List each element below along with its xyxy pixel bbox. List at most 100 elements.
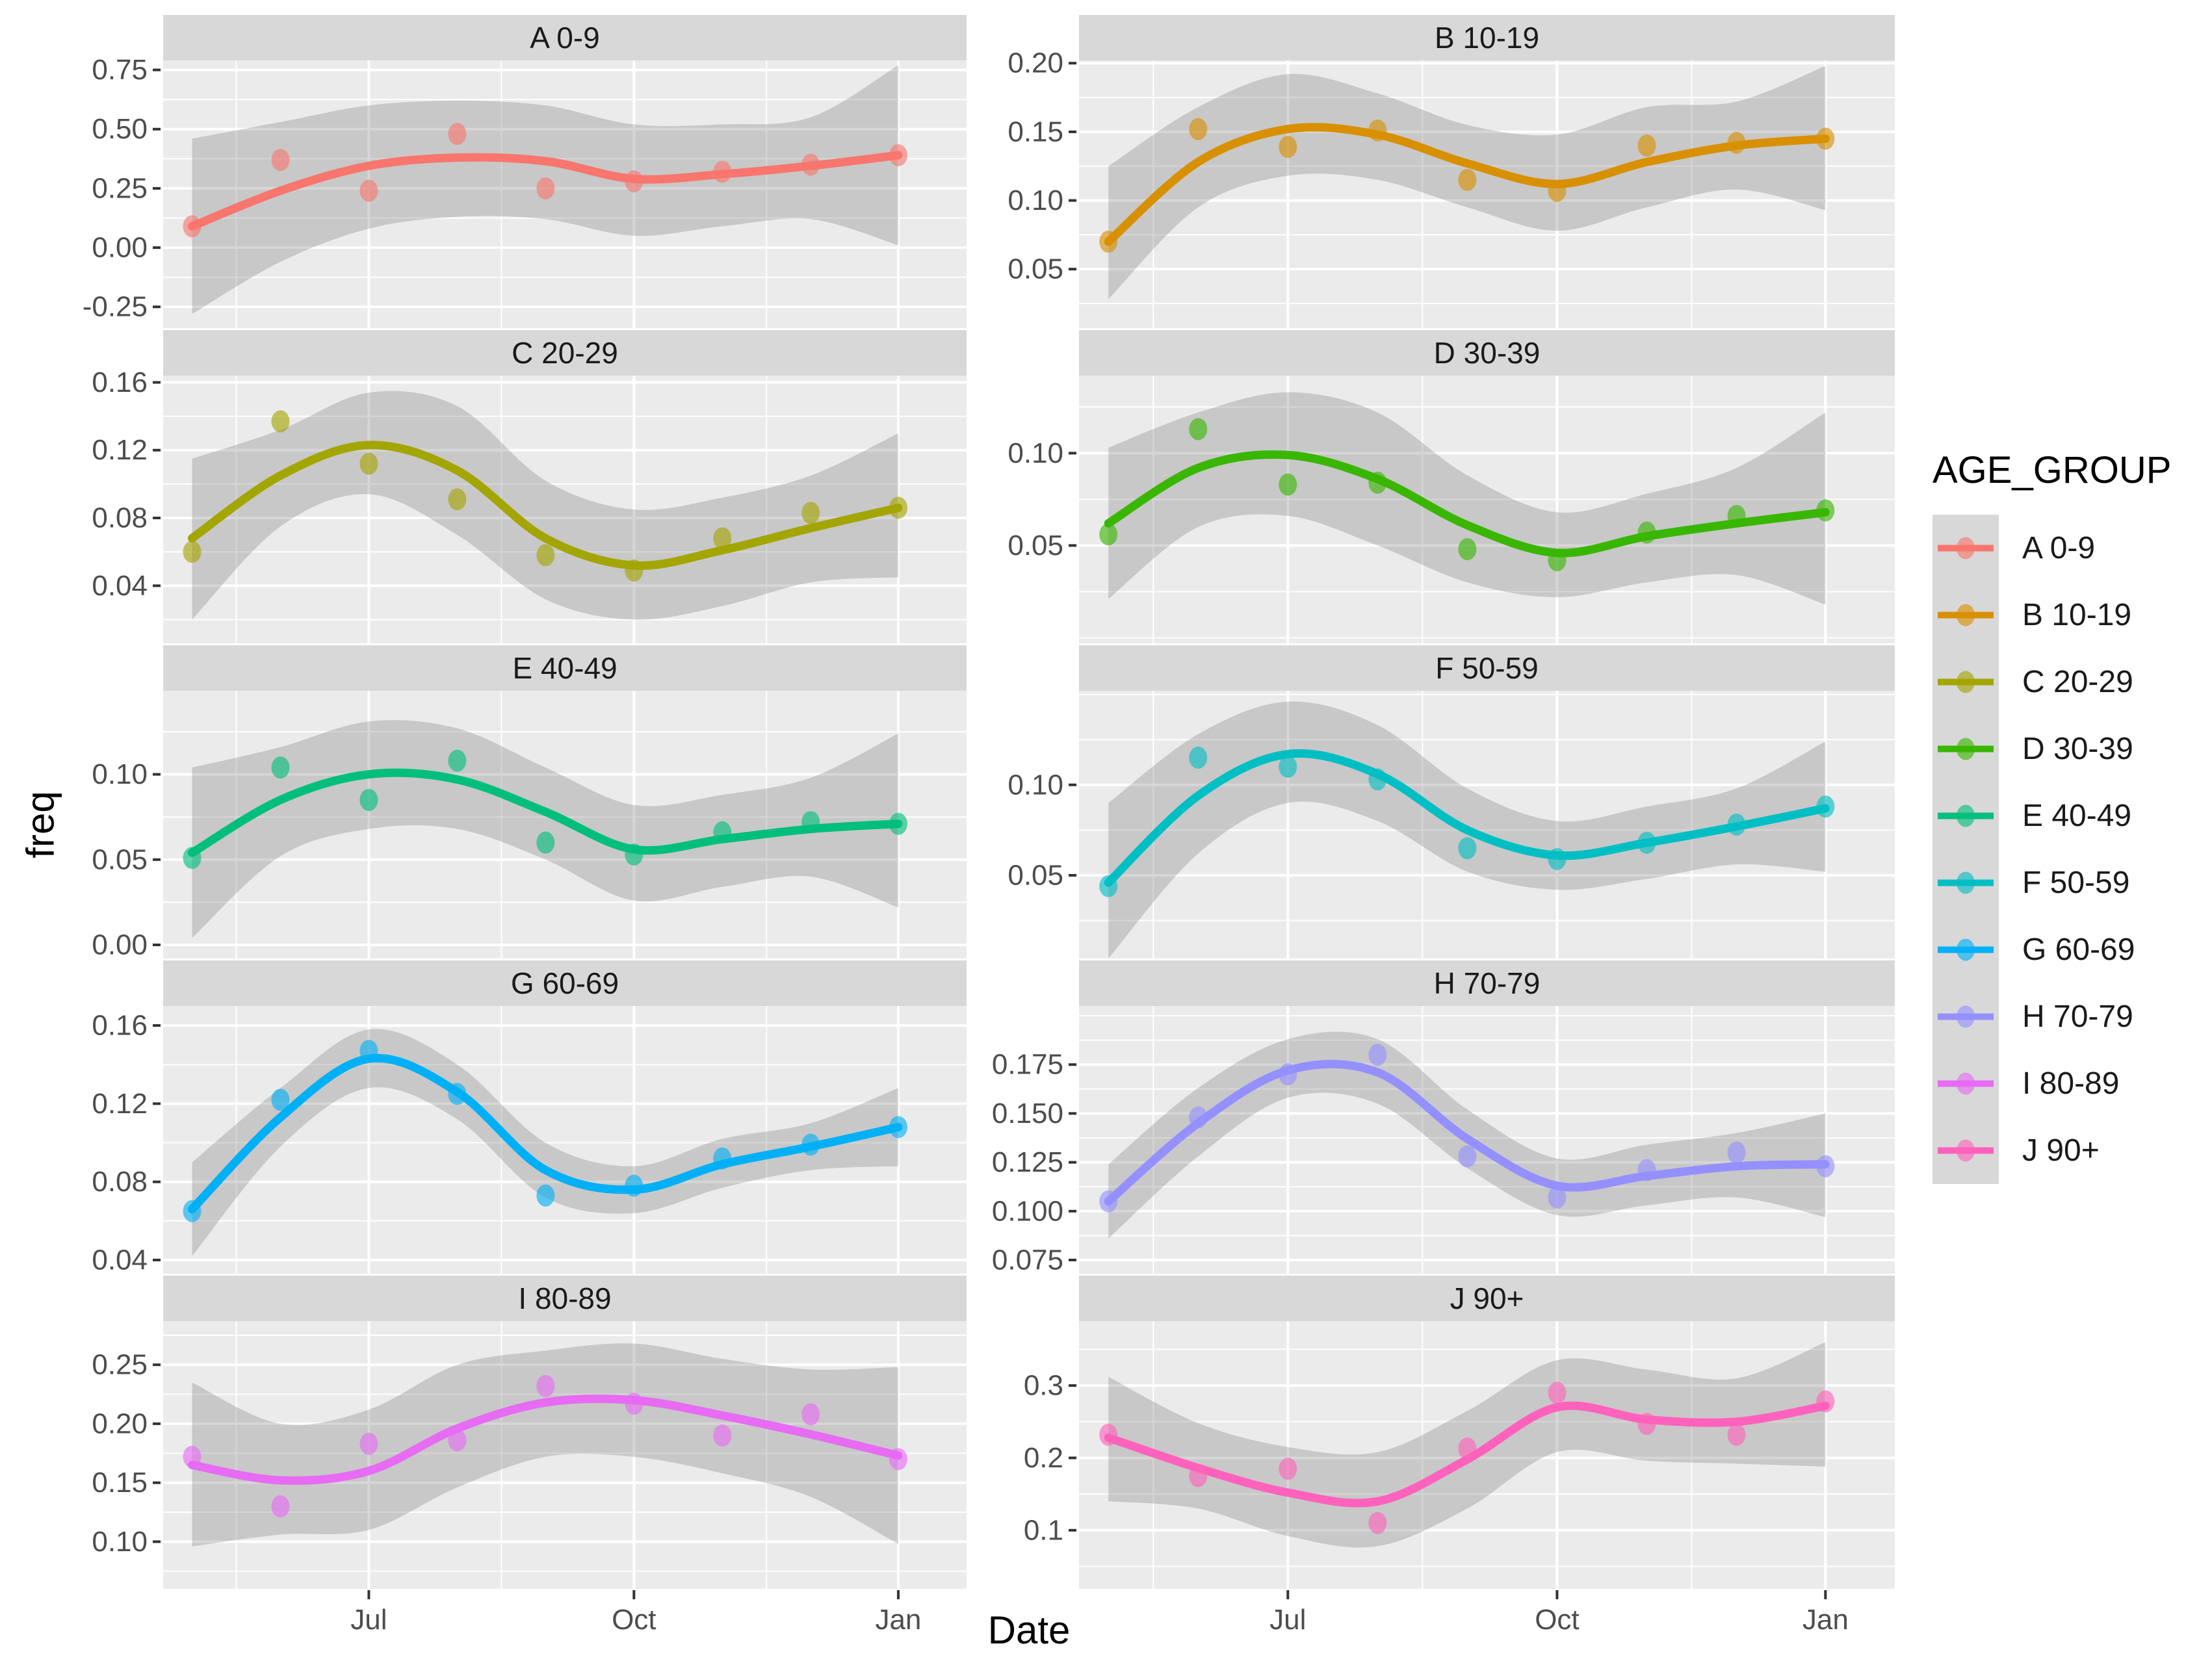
data-point xyxy=(1548,179,1567,202)
y-tick-label: 0.2 xyxy=(1024,1442,1063,1474)
trend-line xyxy=(1104,749,1830,887)
facet-title: B 10-19 xyxy=(1435,21,1539,55)
x-tick-label: Jul xyxy=(1269,1604,1306,1636)
data-point xyxy=(713,527,732,550)
facet-title: H 70-79 xyxy=(1434,966,1541,1000)
trend-line xyxy=(1104,123,1830,246)
legend-item: H 70-79 xyxy=(1932,983,2212,1050)
data-point xyxy=(359,1040,378,1062)
data-point xyxy=(801,502,820,524)
y-tick-label: 0.50 xyxy=(92,113,148,145)
data-point xyxy=(1458,1145,1477,1168)
data-point xyxy=(889,1116,907,1139)
data-point xyxy=(536,1184,555,1207)
trend-line xyxy=(188,1394,903,1485)
data-point xyxy=(801,811,820,834)
y-tick-label: 0.10 xyxy=(92,758,148,790)
y-tick-label: 0.75 xyxy=(92,54,148,86)
legend-key-swatch xyxy=(1932,582,1999,649)
data-point xyxy=(1816,1155,1835,1178)
data-point xyxy=(1637,1413,1656,1436)
y-tick-label: 0.175 xyxy=(992,1049,1063,1081)
facet-E-40-49: 0.10 0.05 0.00 E 40-49 xyxy=(92,645,967,961)
data-point xyxy=(536,544,555,567)
data-point xyxy=(1816,1390,1835,1413)
y-tick-label: 0.25 xyxy=(92,172,148,204)
data-point xyxy=(183,215,202,238)
legend-item: C 20-29 xyxy=(1932,649,2212,715)
y-tick-label: 0.1 xyxy=(1024,1514,1063,1546)
facet-I-80-89: 0.25 0.20 0.15 0.10 I 80-89 Jul Oct Jan xyxy=(92,1276,967,1636)
legend-item-label: A 0-9 xyxy=(2022,531,2096,565)
data-point xyxy=(1637,1159,1656,1181)
facet-C-20-29: 0.16 0.12 0.08 0.04 C 20-29 xyxy=(92,330,967,643)
facet-G-60-69: 0.16 0.12 0.08 0.04 G 60-69 xyxy=(92,960,967,1276)
legend-item-label: F 50-59 xyxy=(2022,866,2130,900)
data-point xyxy=(271,1495,290,1517)
legend-item-label: C 20-29 xyxy=(2022,665,2133,699)
data-point xyxy=(1727,1423,1746,1446)
data-point xyxy=(359,179,378,202)
data-point xyxy=(1189,418,1208,441)
trend-line xyxy=(1104,1059,1830,1206)
facet-H-70-79: 0.175 0.150 0.125 0.100 0.075 H 70-79 xyxy=(992,960,1895,1276)
panel-background xyxy=(1079,376,1895,643)
y-tick-label: 0.10 xyxy=(92,1526,148,1558)
panel-background xyxy=(1079,60,1895,328)
y-tick-label: 0.20 xyxy=(92,1408,148,1439)
data-point xyxy=(713,821,732,843)
facet-A-0-9: 0.75 0.50 0.25 0.00 -0.25 A 0-9 xyxy=(83,15,967,328)
data-point xyxy=(359,788,378,811)
facet-strip xyxy=(1079,645,1895,691)
y-tick-label: 0.15 xyxy=(92,1467,148,1499)
facet-strip xyxy=(163,960,967,1006)
data-point xyxy=(1099,1423,1118,1446)
facet-title: G 60-69 xyxy=(511,966,619,1000)
y-tick-label: 0.075 xyxy=(992,1244,1063,1276)
data-point xyxy=(1637,521,1656,544)
y-tick-label: -0.25 xyxy=(83,291,148,323)
data-point xyxy=(1637,831,1656,854)
data-point xyxy=(448,1083,467,1105)
legend-item-label: H 70-79 xyxy=(2022,999,2133,1034)
legend-keys: A 0-9 B 10-19 C 20-29 D 30-39 E 40-49 F 50-59… xyxy=(1932,515,2212,1184)
legend-key-swatch xyxy=(1932,1117,1999,1184)
data-point xyxy=(713,1424,732,1447)
data-point xyxy=(625,1393,644,1415)
data-point xyxy=(625,843,644,866)
legend-key-swatch xyxy=(1932,916,1999,983)
y-tick-label: 0.150 xyxy=(992,1098,1063,1129)
legend-title: AGE_GROUP xyxy=(1932,449,2172,491)
facet-strip xyxy=(1079,1276,1895,1321)
legend-item-label: D 30-39 xyxy=(2022,732,2133,766)
y-tick-label: 0.04 xyxy=(92,1244,148,1276)
data-point xyxy=(1548,1382,1567,1404)
data-point xyxy=(536,1374,555,1397)
y-tick-label: 0.16 xyxy=(92,367,148,398)
x-tick-label: Oct xyxy=(612,1604,656,1636)
data-point xyxy=(713,1147,732,1170)
data-point xyxy=(359,452,378,475)
x-axis-title: Date xyxy=(987,1608,1071,1652)
legend-key-swatch xyxy=(1932,649,1999,715)
data-point xyxy=(536,177,555,200)
y-tick-label: 0.125 xyxy=(992,1146,1063,1178)
facet-strip xyxy=(163,1276,967,1321)
data-point xyxy=(1727,814,1746,836)
data-point xyxy=(1189,118,1208,140)
data-point xyxy=(1189,1465,1208,1487)
data-point xyxy=(1368,768,1387,791)
data-point xyxy=(1727,1141,1746,1164)
legend-item: D 30-39 xyxy=(1932,715,2212,782)
legend-item: I 80-89 xyxy=(1932,1050,2212,1117)
x-tick-label: Oct xyxy=(1535,1604,1579,1636)
y-tick-label: 0.10 xyxy=(1008,185,1063,216)
data-point xyxy=(889,812,907,835)
data-point xyxy=(625,559,644,582)
data-point xyxy=(801,1403,820,1426)
data-point xyxy=(713,161,732,183)
trend-line xyxy=(188,1053,903,1214)
y-tick-label: 0.05 xyxy=(1008,253,1063,285)
